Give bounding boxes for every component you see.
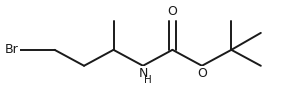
Text: H: H: [144, 75, 152, 85]
Text: O: O: [197, 67, 207, 80]
Text: O: O: [168, 5, 177, 18]
Text: N: N: [138, 67, 148, 80]
Text: Br: Br: [5, 43, 19, 56]
